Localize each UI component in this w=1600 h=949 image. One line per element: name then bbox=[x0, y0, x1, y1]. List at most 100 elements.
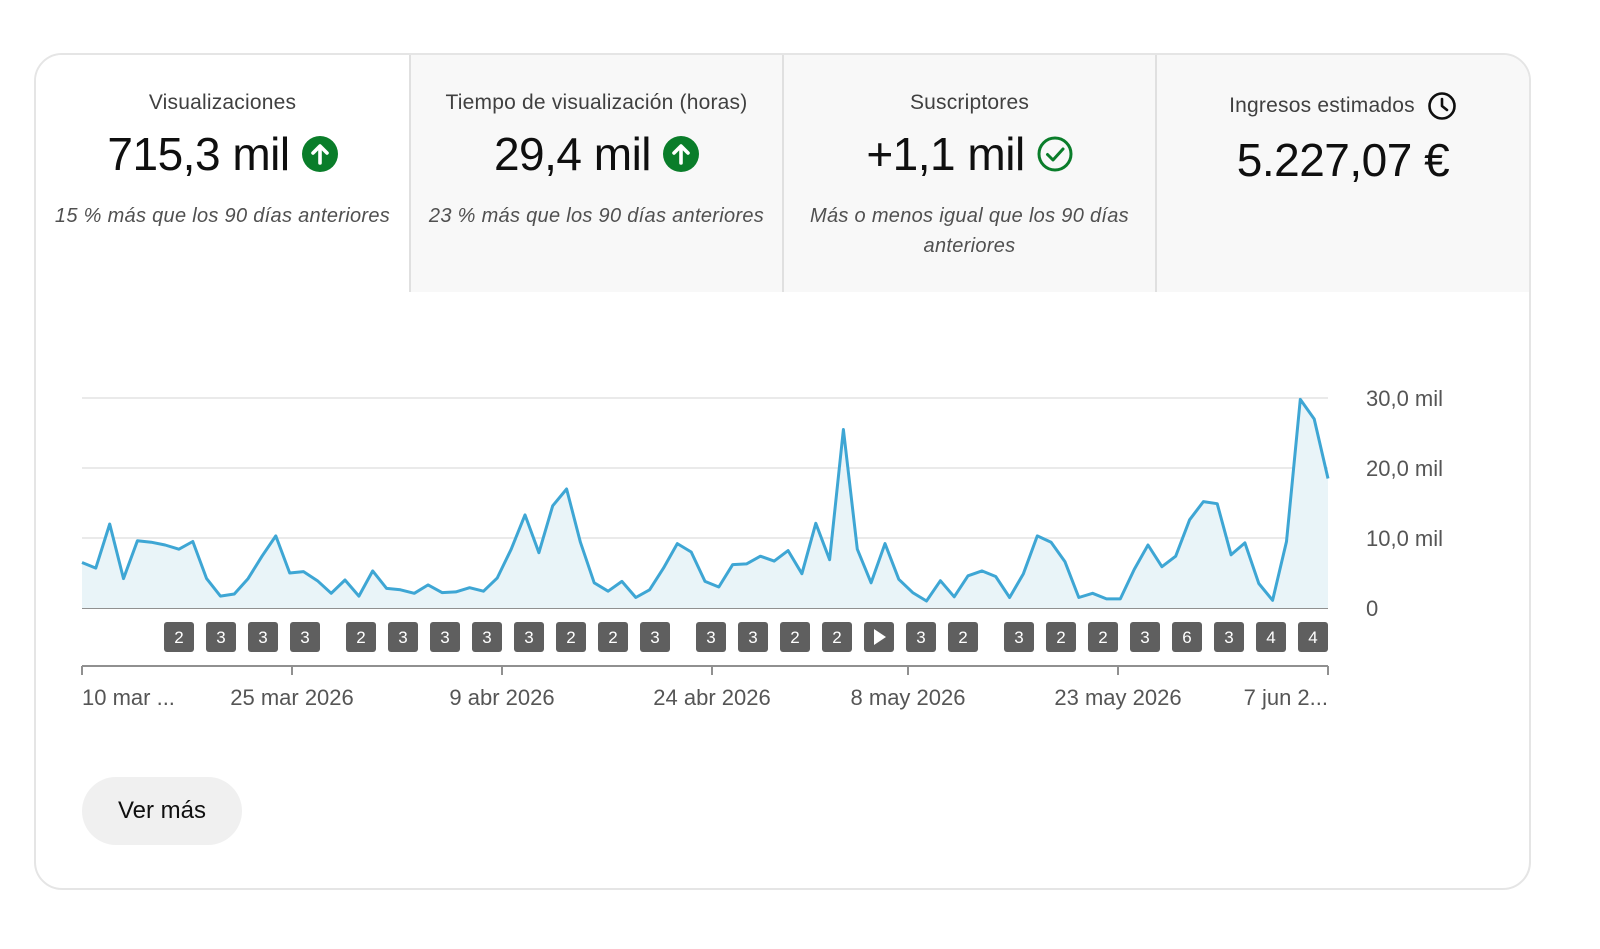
video-marker-box[interactable] bbox=[1172, 622, 1202, 652]
video-marker-box[interactable] bbox=[290, 622, 320, 652]
video-marker-box[interactable] bbox=[430, 622, 460, 652]
x-tick-label: 10 mar ... bbox=[82, 685, 175, 710]
video-marker-box[interactable] bbox=[472, 622, 502, 652]
video-marker-box[interactable] bbox=[1088, 622, 1118, 652]
video-marker-box[interactable] bbox=[948, 622, 978, 652]
video-marker[interactable]: 3 bbox=[290, 622, 320, 652]
ver-mas-button[interactable]: Ver más bbox=[82, 777, 242, 845]
metric-comparison-note: 23 % más que los 90 días anteriores bbox=[428, 205, 765, 227]
video-marker[interactable]: 3 bbox=[388, 622, 418, 652]
video-marker[interactable]: 2 bbox=[598, 622, 628, 652]
video-marker-count: 3 bbox=[706, 628, 715, 647]
check-circle-icon bbox=[1037, 136, 1073, 172]
video-marker-count: 2 bbox=[832, 628, 841, 647]
video-marker-box[interactable] bbox=[1256, 622, 1286, 652]
x-tick-label: 8 may 2026 bbox=[851, 685, 966, 710]
metric-label: Suscriptores bbox=[909, 91, 1030, 114]
video-marker-box[interactable] bbox=[346, 622, 376, 652]
views-line-chart: 30,0 mil 20,0 mil 10,0 mil 0 2 3 3 3 2 3 3 3 3 2 2 3 3 3 2… bbox=[81, 386, 1443, 710]
video-marker-box[interactable] bbox=[1004, 622, 1034, 652]
video-marker-box[interactable] bbox=[1214, 622, 1244, 652]
video-marker-box[interactable] bbox=[1298, 622, 1328, 652]
video-marker-box[interactable] bbox=[248, 622, 278, 652]
video-marker-count: 2 bbox=[566, 628, 575, 647]
video-marker-box[interactable] bbox=[822, 622, 852, 652]
metric-label: Visualizaciones bbox=[148, 91, 297, 114]
video-marker[interactable]: 6 bbox=[1172, 622, 1202, 652]
video-marker-box[interactable] bbox=[780, 622, 810, 652]
video-marker[interactable]: 2 bbox=[346, 622, 376, 652]
tab-ingresos-estimados[interactable]: Ingresos estimados 5.227,07 € bbox=[1155, 55, 1529, 292]
video-marker-count: 2 bbox=[608, 628, 617, 647]
metric-comparison-note: 15 % más que los 90 días anteriores bbox=[54, 205, 391, 227]
video-marker-count: 3 bbox=[524, 628, 533, 647]
metric-value: 715,3 mil bbox=[107, 128, 290, 180]
x-tick-label: 25 mar 2026 bbox=[230, 685, 354, 710]
video-marker[interactable]: 2 bbox=[164, 622, 194, 652]
x-tick-label: 24 abr 2026 bbox=[653, 685, 770, 710]
video-marker[interactable]: 2 bbox=[948, 622, 978, 652]
video-marker[interactable]: 3 bbox=[206, 622, 236, 652]
tab-visualizaciones[interactable]: Visualizaciones 715,3 mil 15 % más que l… bbox=[36, 55, 409, 292]
video-marker-box[interactable] bbox=[738, 622, 768, 652]
video-marker[interactable]: 3 bbox=[738, 622, 768, 652]
video-marker-count: 3 bbox=[1140, 628, 1149, 647]
video-marker-count: 3 bbox=[440, 628, 449, 647]
video-marker-box[interactable] bbox=[206, 622, 236, 652]
y-tick-label: 20,0 mil bbox=[1366, 456, 1443, 481]
video-marker[interactable]: 3 bbox=[640, 622, 670, 652]
video-marker[interactable]: 3 bbox=[248, 622, 278, 652]
video-marker[interactable]: 2 bbox=[780, 622, 810, 652]
video-marker[interactable]: 3 bbox=[514, 622, 544, 652]
y-tick-label: 30,0 mil bbox=[1366, 386, 1443, 411]
video-marker-box[interactable] bbox=[640, 622, 670, 652]
video-marker-count: 3 bbox=[398, 628, 407, 647]
video-marker-box[interactable] bbox=[514, 622, 544, 652]
arrow-up-circle-icon bbox=[663, 136, 700, 172]
video-marker-box[interactable] bbox=[598, 622, 628, 652]
metric-value: 5.227,07 € bbox=[1236, 134, 1450, 186]
video-marker-count: 3 bbox=[258, 628, 267, 647]
metric-value: 29,4 mil bbox=[493, 128, 652, 180]
video-marker[interactable]: 2 bbox=[1088, 622, 1118, 652]
video-marker-count: 3 bbox=[1014, 628, 1023, 647]
video-marker-count: 2 bbox=[356, 628, 365, 647]
video-marker-count: 2 bbox=[1098, 628, 1107, 647]
video-marker-box[interactable] bbox=[1046, 622, 1076, 652]
video-marker-count: 6 bbox=[1182, 628, 1191, 647]
arrow-up-circle-icon bbox=[301, 136, 338, 172]
video-marker-count: 2 bbox=[174, 628, 183, 647]
video-marker[interactable]: 3 bbox=[1214, 622, 1244, 652]
video-marker[interactable]: 2 bbox=[822, 622, 852, 652]
video-marker[interactable]: 3 bbox=[1004, 622, 1034, 652]
video-marker-box[interactable] bbox=[1130, 622, 1160, 652]
video-marker[interactable]: 4 bbox=[1256, 622, 1286, 652]
clock-icon bbox=[1428, 92, 1456, 120]
video-marker[interactable]: 3 bbox=[430, 622, 460, 652]
video-marker-count: 2 bbox=[1056, 628, 1065, 647]
tab-suscriptores[interactable]: Suscriptores +1,1 mil Más o menos igual … bbox=[782, 55, 1155, 292]
video-marker-box[interactable] bbox=[388, 622, 418, 652]
video-marker-box[interactable] bbox=[906, 622, 936, 652]
video-marker[interactable]: 2 bbox=[1046, 622, 1076, 652]
play-icon bbox=[874, 629, 886, 645]
video-marker-count: 3 bbox=[650, 628, 659, 647]
video-marker-count: 3 bbox=[916, 628, 925, 647]
video-marker[interactable] bbox=[864, 622, 894, 652]
video-marker-count: 2 bbox=[790, 628, 799, 647]
metric-label: Ingresos estimados bbox=[1229, 94, 1415, 117]
video-marker-count: 3 bbox=[482, 628, 491, 647]
video-marker[interactable]: 3 bbox=[696, 622, 726, 652]
area-fill bbox=[82, 399, 1328, 608]
video-marker[interactable]: 3 bbox=[472, 622, 502, 652]
tab-tiempo-visualizacion[interactable]: Tiempo de visualización (horas) 29,4 mil… bbox=[409, 55, 782, 292]
video-marker[interactable]: 3 bbox=[906, 622, 936, 652]
video-marker-box[interactable] bbox=[164, 622, 194, 652]
x-tick-label: 23 may 2026 bbox=[1054, 685, 1181, 710]
video-marker-box[interactable] bbox=[696, 622, 726, 652]
video-marker[interactable]: 4 bbox=[1298, 622, 1328, 652]
video-marker-count: 3 bbox=[1224, 628, 1233, 647]
video-marker-box[interactable] bbox=[556, 622, 586, 652]
video-marker[interactable]: 3 bbox=[1130, 622, 1160, 652]
video-marker[interactable]: 2 bbox=[556, 622, 586, 652]
